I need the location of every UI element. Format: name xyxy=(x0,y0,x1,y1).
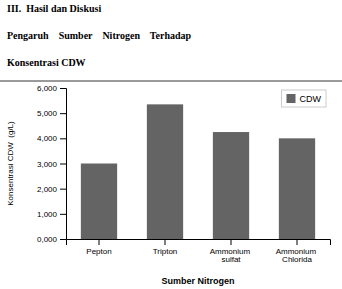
y-tick-mark xyxy=(60,189,66,190)
y-tick-mark xyxy=(60,138,66,139)
y-tick-label: 0,000 xyxy=(37,235,58,244)
y-tick-mark xyxy=(60,239,66,240)
x-tick-mark xyxy=(231,239,232,245)
bar xyxy=(279,138,315,239)
legend-label: CDW xyxy=(300,94,322,104)
legend: CDW xyxy=(282,90,327,107)
x-tick-label: Ammonium sulfat xyxy=(210,247,253,265)
x-axis: PeptonTriptonAmmonium sulfatAmmonium Chl… xyxy=(67,239,331,264)
y-tick-label: 1,000 xyxy=(37,210,58,219)
x-tick-mark xyxy=(165,239,166,245)
y-tick: 6,000 xyxy=(37,84,66,93)
y-axis: 0,000 1,000 2,000 3,000 4,000 5,000 6,000 xyxy=(37,84,67,244)
y-tick: 1,000 xyxy=(37,210,66,219)
x-tick: Tripton xyxy=(153,239,178,256)
title: III. Hasil dan Diskusi xyxy=(7,3,101,14)
x-tick-mark xyxy=(99,239,100,245)
x-tick: Pepton xyxy=(86,239,111,256)
title: Pengaruh Sumber Nitrogen Terhadap xyxy=(7,30,192,41)
x-axis-title: Sumber Nitrogen xyxy=(161,276,234,286)
x-tick: Ammonium sulfat xyxy=(210,239,253,264)
x-tick: Ammonium Chlorida xyxy=(276,239,319,264)
x-tick-label: Pepton xyxy=(86,247,111,256)
y-tick: 5,000 xyxy=(37,109,66,118)
y-tick-label: 4,000 xyxy=(37,134,58,143)
bar xyxy=(81,164,117,240)
bar xyxy=(147,104,183,239)
y-tick-label: 3,000 xyxy=(37,160,58,169)
legend-swatch xyxy=(287,94,296,103)
x-tick-label-line: Ammonium xyxy=(210,247,253,256)
separator xyxy=(0,81,342,82)
y-tick-label: 5,000 xyxy=(37,109,58,118)
y-tick: 0,000 xyxy=(37,235,66,244)
y-tick-mark xyxy=(60,113,66,114)
bars xyxy=(81,104,315,239)
y-axis-title: Konsentrasi CDW (g/L) xyxy=(6,121,15,206)
y-tick-mark xyxy=(60,214,66,215)
x-tick-label: Tripton xyxy=(153,247,178,256)
title: Konsentrasi CDW xyxy=(7,57,86,68)
y-axis-line xyxy=(60,89,67,240)
y-tick: 4,000 xyxy=(37,134,66,143)
y-tick-mark xyxy=(60,88,66,89)
y-tick-label: 6,000 xyxy=(37,84,58,93)
x-tick-label-line: sulfat xyxy=(221,255,241,264)
x-tick-label: Ammonium Chlorida xyxy=(276,247,319,265)
legend-frame xyxy=(282,90,327,107)
y-tick-mark xyxy=(60,164,66,165)
y-tick: 3,000 xyxy=(37,160,66,169)
x-tick-label-line: Chlorida xyxy=(282,255,312,264)
x-tick-mark xyxy=(297,239,298,245)
x-tick-label-line: Ammonium xyxy=(276,247,319,256)
y-tick: 2,000 xyxy=(37,185,66,194)
x-axis-line xyxy=(67,240,331,246)
bar xyxy=(213,132,249,239)
y-tick-label: 2,000 xyxy=(37,185,58,194)
chart: III. Hasil dan Diskusi Pengaruh Sumber Ni… xyxy=(0,0,342,289)
